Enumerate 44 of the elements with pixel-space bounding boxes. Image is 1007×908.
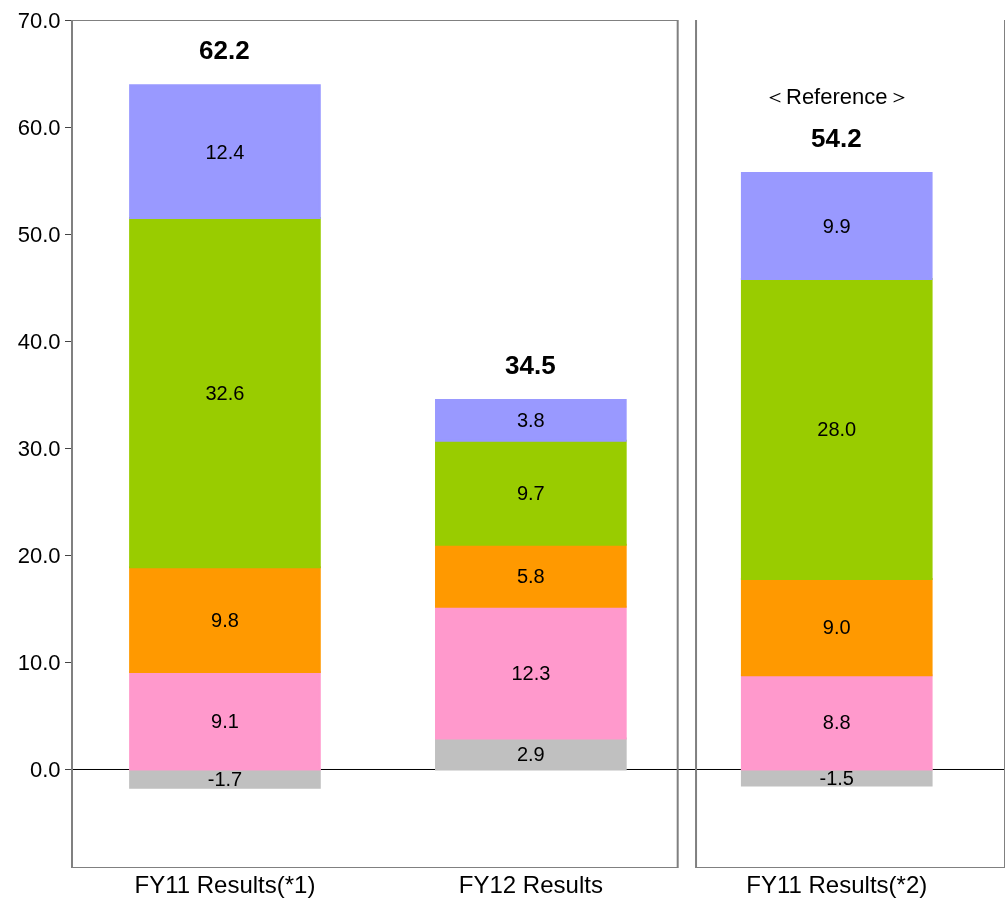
data-label: 2.9 [516,742,545,765]
data-label: 3.8 [516,409,545,432]
y-tick-label: 50.0 [17,221,61,247]
y-tick-label: 20.0 [17,543,61,569]
bar [435,399,627,442]
data-label: 9.0 [822,616,851,639]
bar [435,543,627,608]
data-label: 9.7 [516,481,545,504]
data-label: 8.8 [822,711,851,734]
y-tick-label: 40.0 [17,328,61,354]
bar [740,172,933,281]
data-label: 32.6 [205,381,245,404]
bar [129,566,321,674]
data-label: 9.9 [822,215,851,238]
data-label: -1.7 [207,767,243,790]
bar [129,84,321,220]
y-tick-label: 30.0 [17,435,61,461]
data-label: -1.5 [819,766,854,789]
x-tick-label: FY11 Results(*1) [134,871,316,898]
y-tick-label: 70.0 [17,7,61,33]
data-label: 5.8 [516,564,545,587]
y-tick-label: 10.0 [17,650,61,676]
y-tick-label: 0.0 [30,757,61,783]
bar [740,278,933,580]
bar [435,605,627,740]
bar [129,217,321,569]
x-tick-label: FY11 Results(*2) [746,871,928,898]
x-tick-label: FY12 Results [458,871,603,898]
data-label: 28.0 [817,418,857,441]
bar [435,439,627,546]
y-tick-label: 60.0 [17,114,61,140]
data-label: 9.1 [211,709,239,732]
total-label: 62.2 [199,35,250,65]
bar [740,577,933,677]
data-label: 12.4 [205,140,245,163]
bar [129,768,321,789]
bar [435,737,627,771]
total-label: 34.5 [505,350,556,380]
data-label: 12.3 [511,661,551,684]
bar [740,674,933,771]
annotation: ＜Reference＞ [764,84,910,109]
bar [129,671,321,771]
data-label: 9.8 [211,608,239,631]
total-label: 54.2 [811,123,862,153]
